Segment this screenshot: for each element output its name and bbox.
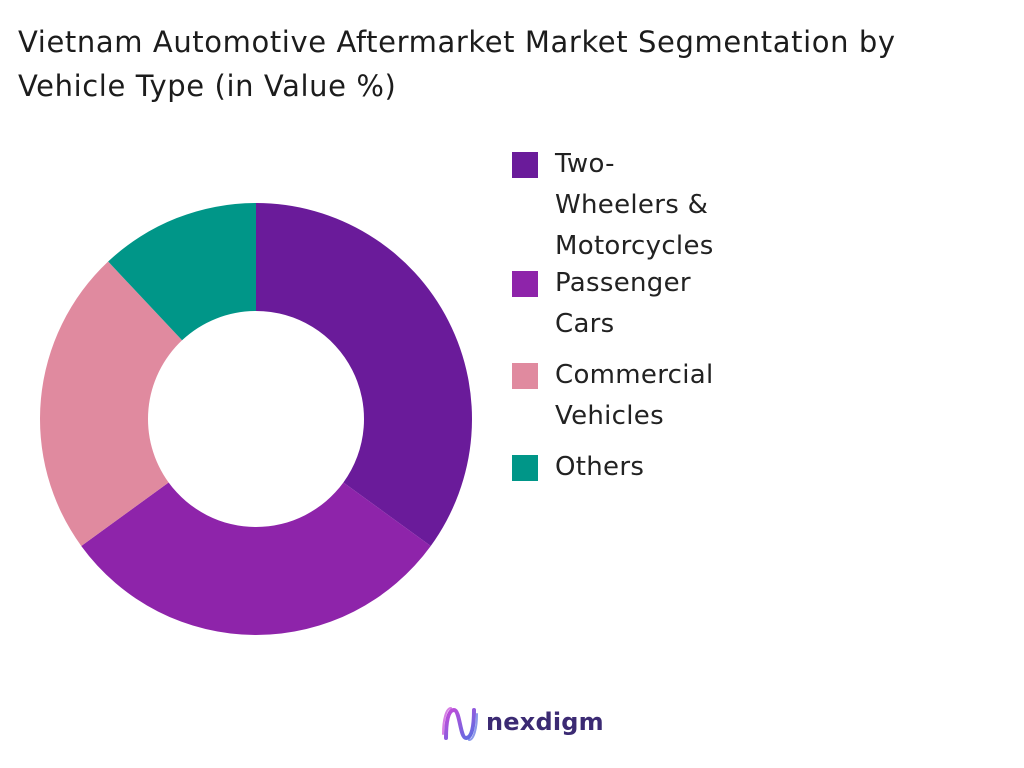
brand-name: nexdigm <box>486 708 604 736</box>
legend-swatch-passenger-cars <box>512 271 538 297</box>
donut-chart <box>39 203 473 635</box>
brand-footer: nexdigm <box>440 702 604 746</box>
legend-label-commercial-vehicles: Commercial Vehicles <box>555 360 714 431</box>
legend-swatch-two-wheelers <box>512 152 538 178</box>
donut-slice-commercial-vehicles <box>39 261 183 546</box>
chart-title: Vietnam Automotive Aftermarket Market Se… <box>18 20 1008 108</box>
donut-slice-others <box>108 203 257 341</box>
donut-slice-two-wheelers <box>256 203 473 546</box>
chart-title-line-2: Vehicle Type (in Value %) <box>18 69 397 103</box>
legend-label-passenger-cars: Passenger Cars <box>555 268 691 339</box>
nexdigm-logo-icon <box>442 707 478 741</box>
legend-swatch-commercial-vehicles <box>512 363 538 389</box>
chart-legend: Two-Wheelers & Motorcycles Passenger Car… <box>512 0 1012 768</box>
legend-label-two-wheelers: Two-Wheelers & Motorcycles <box>555 149 714 261</box>
legend-label-others: Others <box>555 452 645 482</box>
donut-slice-passenger-cars <box>81 482 431 635</box>
chart-title-line-1: Vietnam Automotive Aftermarket Market Se… <box>18 25 896 59</box>
legend-swatch-others <box>512 455 538 481</box>
